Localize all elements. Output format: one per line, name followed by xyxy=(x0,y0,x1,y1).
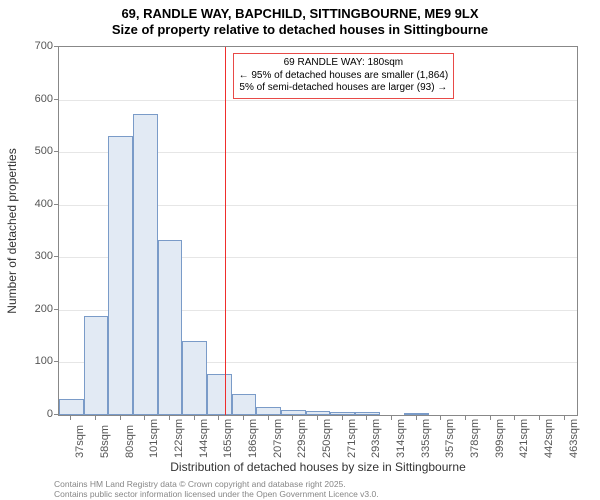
histogram-bar xyxy=(232,394,257,415)
credit-line-2: Contains public sector information licen… xyxy=(54,490,379,500)
x-tick-label: 165sqm xyxy=(222,419,234,458)
y-tick-label: 200 xyxy=(35,303,53,315)
x-tick-mark xyxy=(194,416,195,420)
histogram-bar xyxy=(281,410,306,415)
annotation-box: 69 RANDLE WAY: 180sqm← 95% of detached h… xyxy=(233,53,455,99)
y-tick-mark xyxy=(54,309,58,310)
x-tick-mark xyxy=(416,416,417,420)
x-tick-label: 37sqm xyxy=(74,425,86,458)
x-tick-mark xyxy=(342,416,343,420)
x-tick-mark xyxy=(440,416,441,420)
x-tick-label: 442sqm xyxy=(543,419,555,458)
x-tick-label: 58sqm xyxy=(99,425,111,458)
x-tick-mark xyxy=(514,416,515,420)
x-tick-mark xyxy=(391,416,392,420)
x-tick-mark xyxy=(169,416,170,420)
y-tick-mark xyxy=(54,46,58,47)
x-tick-mark xyxy=(70,416,71,420)
histogram-bar xyxy=(84,316,109,415)
x-tick-mark xyxy=(95,416,96,420)
x-tick-label: 314sqm xyxy=(395,419,407,458)
y-tick-label: 700 xyxy=(35,40,53,52)
x-tick-mark xyxy=(490,416,491,420)
x-tick-label: 80sqm xyxy=(124,425,136,458)
y-tick-label: 100 xyxy=(35,355,53,367)
y-tick-mark xyxy=(54,361,58,362)
histogram-bar xyxy=(256,407,281,415)
x-tick-mark xyxy=(120,416,121,420)
histogram-bar xyxy=(330,412,355,415)
y-tick-label: 300 xyxy=(35,250,53,262)
y-tick-mark xyxy=(54,204,58,205)
y-tick-label: 600 xyxy=(35,93,53,105)
x-tick-mark xyxy=(317,416,318,420)
x-tick-label: 293sqm xyxy=(370,419,382,458)
y-tick-label: 400 xyxy=(35,198,53,210)
x-tick-label: 122sqm xyxy=(173,419,185,458)
histogram-bar xyxy=(158,240,183,415)
plot-area: 69 RANDLE WAY: 180sqm← 95% of detached h… xyxy=(58,46,578,416)
x-tick-mark xyxy=(366,416,367,420)
y-tick-mark xyxy=(54,414,58,415)
marker-line xyxy=(225,47,227,415)
histogram-bar xyxy=(108,136,133,415)
x-tick-label: 399sqm xyxy=(494,419,506,458)
x-tick-mark xyxy=(465,416,466,420)
title-main: 69, RANDLE WAY, BAPCHILD, SITTINGBOURNE,… xyxy=(0,0,600,22)
x-axis-label: Distribution of detached houses by size … xyxy=(58,460,578,474)
x-tick-mark xyxy=(292,416,293,420)
histogram-bar xyxy=(404,413,429,415)
annotation-line: ← 95% of detached houses are smaller (1,… xyxy=(239,70,449,83)
x-tick-mark xyxy=(218,416,219,420)
y-tick-label: 500 xyxy=(35,145,53,157)
y-axis-ticks: 0100200300400500600700 xyxy=(0,46,55,416)
x-tick-label: 335sqm xyxy=(420,419,432,458)
credit-text: Contains HM Land Registry data © Crown c… xyxy=(54,480,379,500)
histogram-bar xyxy=(59,399,84,415)
x-tick-label: 378sqm xyxy=(469,419,481,458)
y-tick-mark xyxy=(54,256,58,257)
x-tick-label: 463sqm xyxy=(568,419,580,458)
histogram-bar xyxy=(306,411,331,415)
x-tick-label: 421sqm xyxy=(518,419,530,458)
y-tick-mark xyxy=(54,151,58,152)
x-tick-label: 357sqm xyxy=(444,419,456,458)
histogram-bar xyxy=(355,412,380,415)
x-tick-mark xyxy=(243,416,244,420)
x-tick-label: 144sqm xyxy=(198,419,210,458)
histogram-bar xyxy=(133,114,158,415)
x-tick-label: 229sqm xyxy=(296,419,308,458)
x-tick-label: 271sqm xyxy=(346,419,358,458)
x-tick-mark xyxy=(539,416,540,420)
annotation-line: 69 RANDLE WAY: 180sqm xyxy=(239,57,449,70)
chart-container: 69, RANDLE WAY, BAPCHILD, SITTINGBOURNE,… xyxy=(0,0,600,500)
x-tick-label: 186sqm xyxy=(247,419,259,458)
x-tick-label: 207sqm xyxy=(272,419,284,458)
y-tick-label: 0 xyxy=(47,408,53,420)
histogram-bar xyxy=(207,374,232,415)
title-sub: Size of property relative to detached ho… xyxy=(0,22,600,38)
histogram-bar xyxy=(182,341,207,415)
x-tick-label: 101sqm xyxy=(148,419,160,458)
annotation-line: 5% of semi-detached houses are larger (9… xyxy=(239,82,449,95)
x-tick-mark xyxy=(268,416,269,420)
gridline xyxy=(59,100,577,101)
x-tick-mark xyxy=(144,416,145,420)
x-tick-mark xyxy=(564,416,565,420)
x-tick-label: 250sqm xyxy=(321,419,333,458)
y-tick-mark xyxy=(54,99,58,100)
